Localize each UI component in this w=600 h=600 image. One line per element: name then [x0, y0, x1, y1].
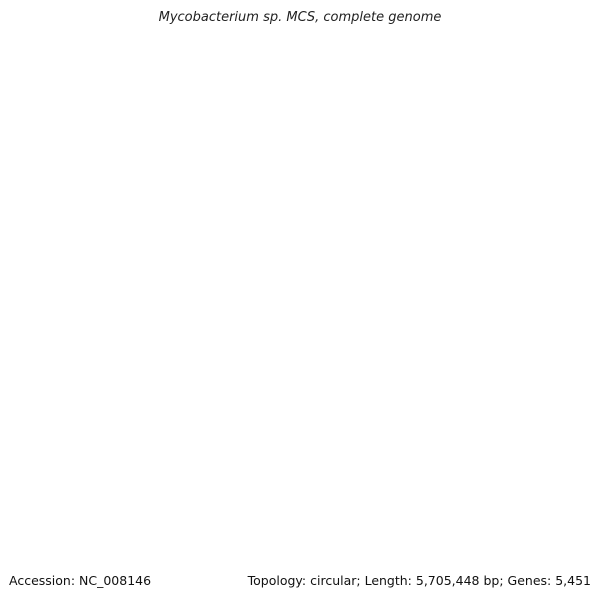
- accession-text: Accession: NC_008146: [9, 573, 152, 588]
- map-title: Mycobacterium sp. MCS, complete genome: [158, 10, 442, 25]
- topology-text: Topology: circular; Length: 5,705,448 bp…: [247, 573, 591, 588]
